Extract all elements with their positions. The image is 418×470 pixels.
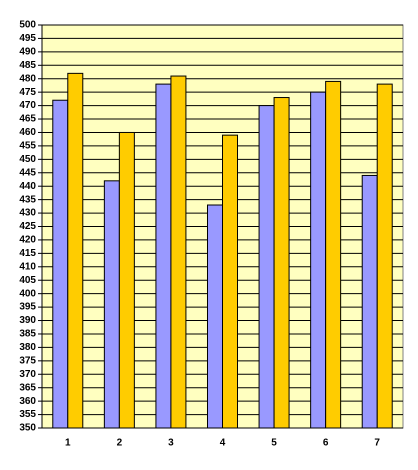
y-tick-label: 430 <box>19 208 36 219</box>
bar <box>52 99 69 429</box>
y-tick-label: 445 <box>19 167 36 178</box>
bar <box>170 75 187 429</box>
bar <box>67 72 84 429</box>
bar <box>222 134 238 429</box>
y-tick-label: 460 <box>19 127 36 138</box>
y-tick-label: 390 <box>19 315 36 326</box>
y-tick-label: 375 <box>19 355 36 366</box>
y-tick-label: 415 <box>19 248 36 259</box>
y-tick-label: 490 <box>19 47 36 58</box>
x-tick-label: 4 <box>220 438 226 449</box>
y-tick-label: 395 <box>19 302 36 313</box>
x-tick-label: 6 <box>323 438 329 449</box>
bar <box>273 97 290 429</box>
y-tick-label: 365 <box>19 382 36 393</box>
y-tick-label: 400 <box>19 288 36 299</box>
bar <box>155 83 172 429</box>
bar <box>376 83 393 429</box>
y-tick-label: 485 <box>19 60 36 71</box>
x-tick-label: 7 <box>374 438 380 449</box>
y-tick-label: 435 <box>19 194 36 205</box>
y-tick-label: 355 <box>19 409 36 420</box>
y-tick-label: 385 <box>19 329 36 340</box>
bar <box>103 180 120 429</box>
y-tick-label: 370 <box>19 369 36 380</box>
y-tick-label: 465 <box>19 114 36 125</box>
bar <box>258 105 275 429</box>
y-tick-label: 425 <box>19 221 36 232</box>
y-tick-label: 405 <box>19 275 36 286</box>
bar <box>310 91 327 429</box>
y-tick-label: 500 <box>19 20 36 31</box>
y-tick-label: 420 <box>19 235 36 246</box>
bar <box>118 131 135 429</box>
y-tick-label: 410 <box>19 261 36 272</box>
bar <box>207 204 223 429</box>
bar <box>325 80 342 429</box>
x-tick-label: 1 <box>65 438 71 449</box>
y-tick-label: 440 <box>19 181 36 192</box>
y-tick-label: 360 <box>19 396 36 407</box>
x-tick-label: 2 <box>117 438 123 449</box>
y-tick-label: 380 <box>19 342 36 353</box>
y-tick-label: 480 <box>19 73 36 84</box>
x-tick-label: 5 <box>271 438 277 449</box>
y-tick-label: 350 <box>19 423 36 434</box>
x-tick-label: 3 <box>168 438 174 449</box>
y-tick-label: 470 <box>19 100 36 111</box>
y-tick-label: 455 <box>19 141 36 152</box>
y-tick-label: 475 <box>19 87 36 98</box>
bar <box>361 174 378 429</box>
y-tick-label: 450 <box>19 154 36 165</box>
y-tick-label: 495 <box>19 33 36 44</box>
